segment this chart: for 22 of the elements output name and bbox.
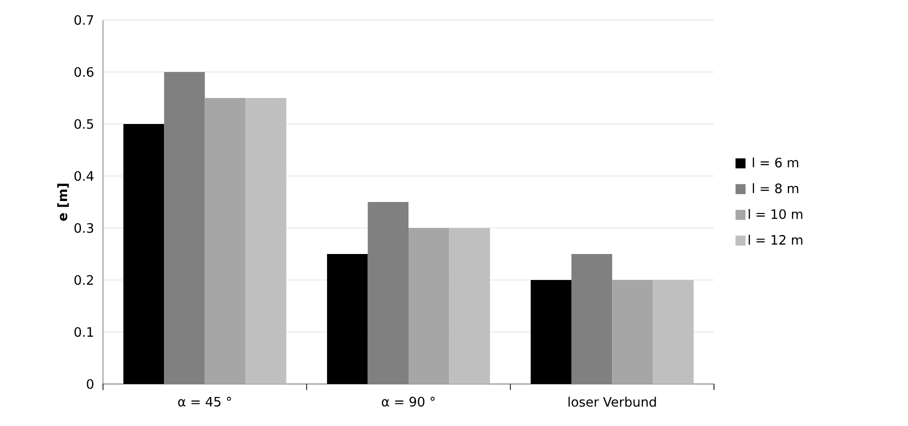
- y-tick-label: 0.6: [74, 67, 94, 77]
- bar: [204, 98, 246, 384]
- y-tick-label: 0.1: [74, 327, 94, 337]
- legend-label: l = 6 m: [752, 157, 798, 168]
- y-tick-label: 0.3: [74, 223, 94, 233]
- bar: [612, 280, 653, 384]
- legend-label: l = 12 m: [748, 234, 802, 245]
- x-tick-label: loser Verbund: [568, 396, 656, 407]
- y-tick-label: 0.4: [74, 171, 94, 181]
- y-tick-label: 0.7: [74, 15, 94, 25]
- bar: [164, 72, 205, 384]
- y-axis-title: e [m]: [57, 184, 69, 221]
- legend-label: l = 10 m: [748, 208, 802, 220]
- x-tick-label: α = 45 °: [178, 396, 231, 407]
- y-tick-label: 0.5: [74, 119, 94, 129]
- bar: [571, 254, 612, 384]
- bar: [368, 202, 409, 384]
- y-tick-label: 0: [86, 379, 94, 389]
- y-tick-label: 0.2: [74, 275, 93, 285]
- x-tick-label: α = 90 °: [382, 396, 435, 407]
- bar: [408, 228, 450, 384]
- legend-label: l = 8 m: [752, 183, 798, 194]
